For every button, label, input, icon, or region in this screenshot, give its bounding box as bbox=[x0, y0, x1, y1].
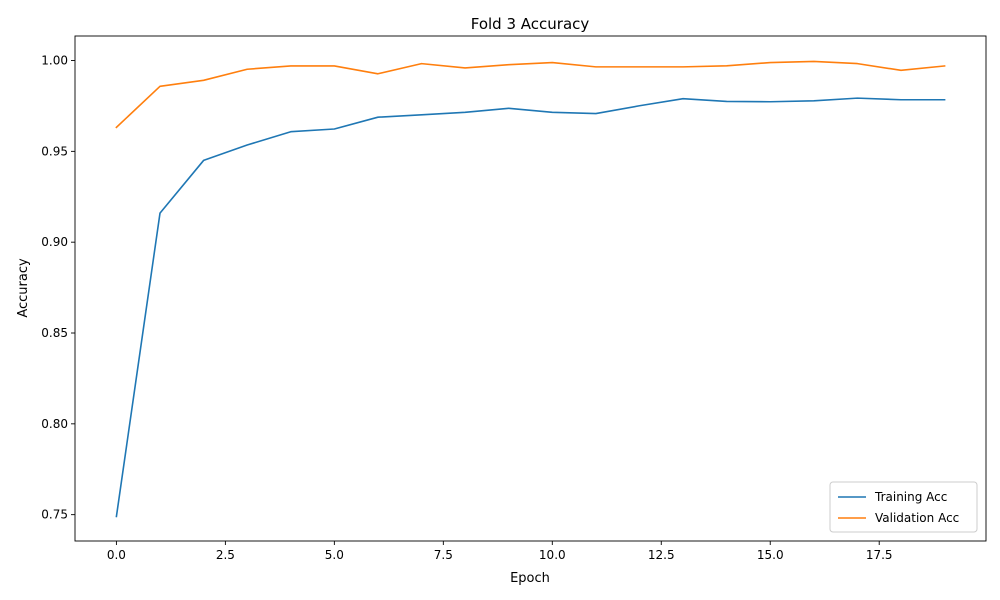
legend: Training Acc Validation Acc bbox=[829, 481, 978, 533]
chart-title: Fold 3 Accuracy bbox=[471, 15, 590, 33]
y-axis-title: Accuracy bbox=[16, 258, 31, 318]
x-tick-label: 0.0 bbox=[107, 548, 126, 562]
x-tick-label: 2.5 bbox=[216, 548, 235, 562]
legend-box bbox=[829, 481, 978, 533]
x-tick-label: 5.0 bbox=[325, 548, 344, 562]
y-tick-label: 0.75 bbox=[41, 508, 68, 522]
y-tick-label: 0.95 bbox=[41, 144, 68, 158]
x-axis-title: Epoch bbox=[510, 571, 550, 586]
y-tick-label: 0.80 bbox=[41, 417, 68, 431]
legend-label: Validation Acc bbox=[875, 511, 959, 525]
y-tick-label: 0.90 bbox=[41, 235, 68, 249]
plot-frame bbox=[74, 35, 987, 542]
legend-label: Training Acc bbox=[874, 490, 947, 504]
series-line-validation-acc bbox=[115, 60, 946, 129]
y-tick-label: 1.00 bbox=[41, 54, 68, 68]
x-tick-label: 7.5 bbox=[434, 548, 453, 562]
y-tick-label: 0.85 bbox=[41, 326, 68, 340]
series-line-training-acc bbox=[115, 97, 946, 518]
x-tick-label: 17.5 bbox=[866, 548, 893, 562]
x-tick-label: 10.0 bbox=[539, 548, 566, 562]
x-tick-label: 15.0 bbox=[757, 548, 784, 562]
x-tick-label: 12.5 bbox=[648, 548, 675, 562]
